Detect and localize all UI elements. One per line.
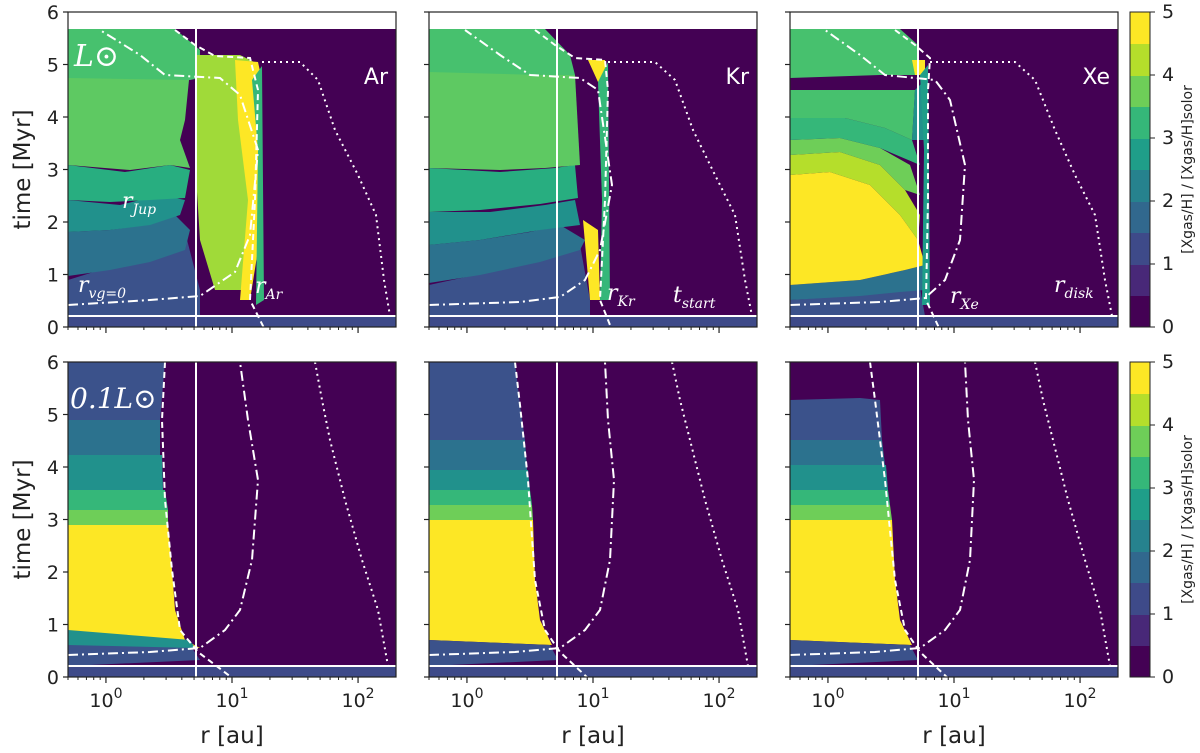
y-tick-label: 1 — [47, 265, 59, 287]
species-label: Xe — [1082, 65, 1110, 90]
x-axis-label: r [au] — [922, 723, 985, 749]
top-blank-region — [429, 12, 757, 29]
region-level-1 — [429, 362, 525, 440]
colorbar-bin — [1130, 202, 1150, 233]
y-tick-label: 2 — [47, 212, 59, 234]
colorbar-tick-label: 3 — [1162, 477, 1174, 499]
x-tick-label: 100 — [811, 686, 844, 712]
colorbar-top — [1130, 12, 1150, 327]
colorbar-bin — [1130, 489, 1150, 520]
colorbar-tick-label: 5 — [1162, 351, 1174, 373]
colorbar-bin — [1130, 44, 1150, 76]
region-level-yellow — [429, 520, 552, 645]
colorbar-bin — [1130, 394, 1150, 426]
luminosity-label: 0.1L⊙ — [70, 382, 157, 415]
region-level-5 — [68, 510, 168, 525]
colorbar-tick-label: 5 — [1162, 1, 1174, 23]
region-level-2 — [68, 420, 160, 455]
x-tick-label: 100 — [89, 686, 122, 712]
y-tick-label: 6 — [47, 352, 59, 374]
region-level-6 — [68, 68, 190, 170]
panel-kr-bottom — [429, 362, 757, 680]
panel-xe-bottom — [790, 362, 1118, 680]
region-level-3 — [790, 465, 888, 490]
y-tick-label: 2 — [47, 562, 59, 584]
colorbar-bin — [1130, 233, 1150, 265]
y-tick-label: 3 — [47, 510, 59, 532]
y-tick-label: 5 — [47, 55, 59, 77]
colorbar-bin — [1130, 76, 1150, 107]
y-tick-label: 3 — [47, 160, 59, 182]
x-tick-label: 102 — [341, 686, 374, 712]
colorbar-bin — [1130, 646, 1150, 677]
x-tick-label: 102 — [1063, 686, 1096, 712]
x-tick-label: 100 — [450, 686, 483, 712]
region-level-3 — [68, 455, 163, 490]
region-level-5 — [790, 505, 892, 520]
bottom-strip — [68, 666, 396, 677]
x-axis-label: r [au] — [561, 723, 624, 749]
region-level-2 — [429, 440, 527, 470]
y-axis-label: time [Myr] — [10, 459, 36, 579]
y-axis-label: time [Myr] — [10, 109, 36, 229]
colorbar-tick-label: 0 — [1162, 316, 1174, 338]
region-level-4 — [68, 490, 168, 510]
panel-kr-top — [429, 12, 757, 330]
species-label: Kr — [726, 65, 750, 90]
colorbar-label: [Xgas/H] / [Xgas/H]solor — [1180, 85, 1196, 254]
y-tick-label: 0 — [47, 317, 59, 339]
colorbar-bin — [1130, 107, 1150, 139]
x-tick-label: 101 — [937, 686, 970, 712]
y-tick-label: 4 — [47, 457, 59, 479]
colorbar-bin — [1130, 552, 1150, 583]
colorbar-bin — [1130, 265, 1150, 296]
colorbar-bin — [1130, 615, 1150, 646]
x-tick-label: 101 — [215, 686, 248, 712]
x-axis-label: r [au] — [200, 723, 263, 749]
luminosity-label: L⊙ — [73, 39, 119, 74]
colorbar-bin — [1130, 139, 1150, 170]
colorbar-bin — [1130, 12, 1150, 44]
colorbar-tick-label: 1 — [1162, 253, 1174, 275]
y-tick-label: 0 — [47, 667, 59, 689]
region-level-3 — [429, 470, 530, 490]
colorbar-tick-label: 0 — [1162, 666, 1174, 688]
bottom-strip — [790, 666, 1118, 677]
region-level-2 — [790, 440, 885, 465]
y-tick-label: 4 — [47, 107, 59, 129]
colorbar-bottom — [1130, 362, 1150, 677]
colorbar-bin — [1130, 426, 1150, 457]
colorbar-bin — [1130, 296, 1150, 327]
colorbar-bin — [1130, 520, 1150, 552]
colorbar-tick-label: 2 — [1162, 540, 1174, 562]
colorbar-bin — [1130, 583, 1150, 615]
region-level-1 — [790, 398, 882, 440]
panel-xe-top — [790, 12, 1118, 330]
colorbar-label: [Xgas/H] / [Xgas/H]solor — [1180, 435, 1196, 604]
colorbar-tick-label: 4 — [1162, 414, 1174, 436]
colorbar-tick-label: 1 — [1162, 603, 1174, 625]
figure: 01234560123456100 101 102 100 101 102 100 101 10… — [0, 0, 1200, 753]
colorbar-tick-label: 2 — [1162, 190, 1174, 212]
colorbar-bin — [1130, 457, 1150, 489]
colorbar-bin — [1130, 362, 1150, 394]
bottom-strip — [429, 316, 757, 327]
y-tick-label: 6 — [47, 2, 59, 24]
species-label: Ar — [364, 65, 389, 90]
x-tick-label: 101 — [576, 686, 609, 712]
colorbar-bin — [1130, 170, 1150, 202]
bottom-strip — [429, 666, 757, 677]
region-level-4 — [429, 490, 532, 505]
bottom-strip — [68, 316, 396, 327]
bottom-strip — [790, 316, 1118, 327]
top-blank-region — [790, 12, 1118, 29]
x-tick-label: 102 — [702, 686, 735, 712]
y-tick-label: 5 — [47, 405, 59, 427]
colorbar-tick-label: 3 — [1162, 127, 1174, 149]
y-tick-label: 1 — [47, 615, 59, 637]
region-level-5 — [429, 505, 533, 520]
colorbar-tick-label: 4 — [1162, 64, 1174, 86]
top-blank-region — [68, 12, 396, 29]
region-level-4 — [790, 490, 890, 505]
